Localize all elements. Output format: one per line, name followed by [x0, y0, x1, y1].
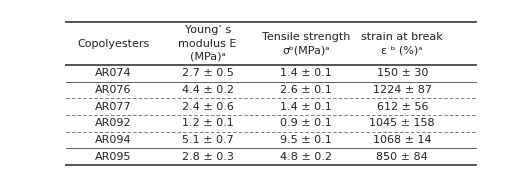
Text: 2.8 ± 0.3: 2.8 ± 0.3 — [181, 152, 233, 162]
Text: 5.1 ± 0.7: 5.1 ± 0.7 — [181, 135, 233, 145]
Text: Tensile strength
σᵇ(MPa)ᵃ: Tensile strength σᵇ(MPa)ᵃ — [262, 32, 350, 55]
Text: strain at break
ε ᵇ (%)ᵃ: strain at break ε ᵇ (%)ᵃ — [361, 32, 443, 55]
Text: 0.9 ± 0.1: 0.9 ± 0.1 — [280, 118, 332, 128]
Text: 1.4 ± 0.1: 1.4 ± 0.1 — [280, 68, 332, 78]
Text: 4.8 ± 0.2: 4.8 ± 0.2 — [280, 152, 332, 162]
Text: 612 ± 56: 612 ± 56 — [377, 102, 428, 112]
Text: 1.2 ± 0.1: 1.2 ± 0.1 — [181, 118, 233, 128]
Text: 2.6 ± 0.1: 2.6 ± 0.1 — [280, 85, 332, 95]
Text: AR094: AR094 — [95, 135, 132, 145]
Text: 1224 ± 87: 1224 ± 87 — [373, 85, 432, 95]
Text: Copolyesters: Copolyesters — [77, 38, 149, 49]
Text: AR095: AR095 — [95, 152, 132, 162]
Text: AR077: AR077 — [95, 102, 132, 112]
Text: AR076: AR076 — [95, 85, 132, 95]
Text: 850 ± 84: 850 ± 84 — [377, 152, 428, 162]
Text: 1068 ± 14: 1068 ± 14 — [373, 135, 432, 145]
Text: 9.5 ± 0.1: 9.5 ± 0.1 — [280, 135, 332, 145]
Text: Young’ s
modulus E
(MPa)ᵃ: Young’ s modulus E (MPa)ᵃ — [178, 25, 237, 62]
Text: 150 ± 30: 150 ± 30 — [377, 68, 428, 78]
Text: 1045 ± 158: 1045 ± 158 — [369, 118, 435, 128]
Text: 2.7 ± 0.5: 2.7 ± 0.5 — [181, 68, 233, 78]
Text: 4.4 ± 0.2: 4.4 ± 0.2 — [181, 85, 234, 95]
Text: 1.4 ± 0.1: 1.4 ± 0.1 — [280, 102, 332, 112]
Text: AR092: AR092 — [95, 118, 132, 128]
Text: AR074: AR074 — [95, 68, 132, 78]
Text: 2.4 ± 0.6: 2.4 ± 0.6 — [181, 102, 233, 112]
